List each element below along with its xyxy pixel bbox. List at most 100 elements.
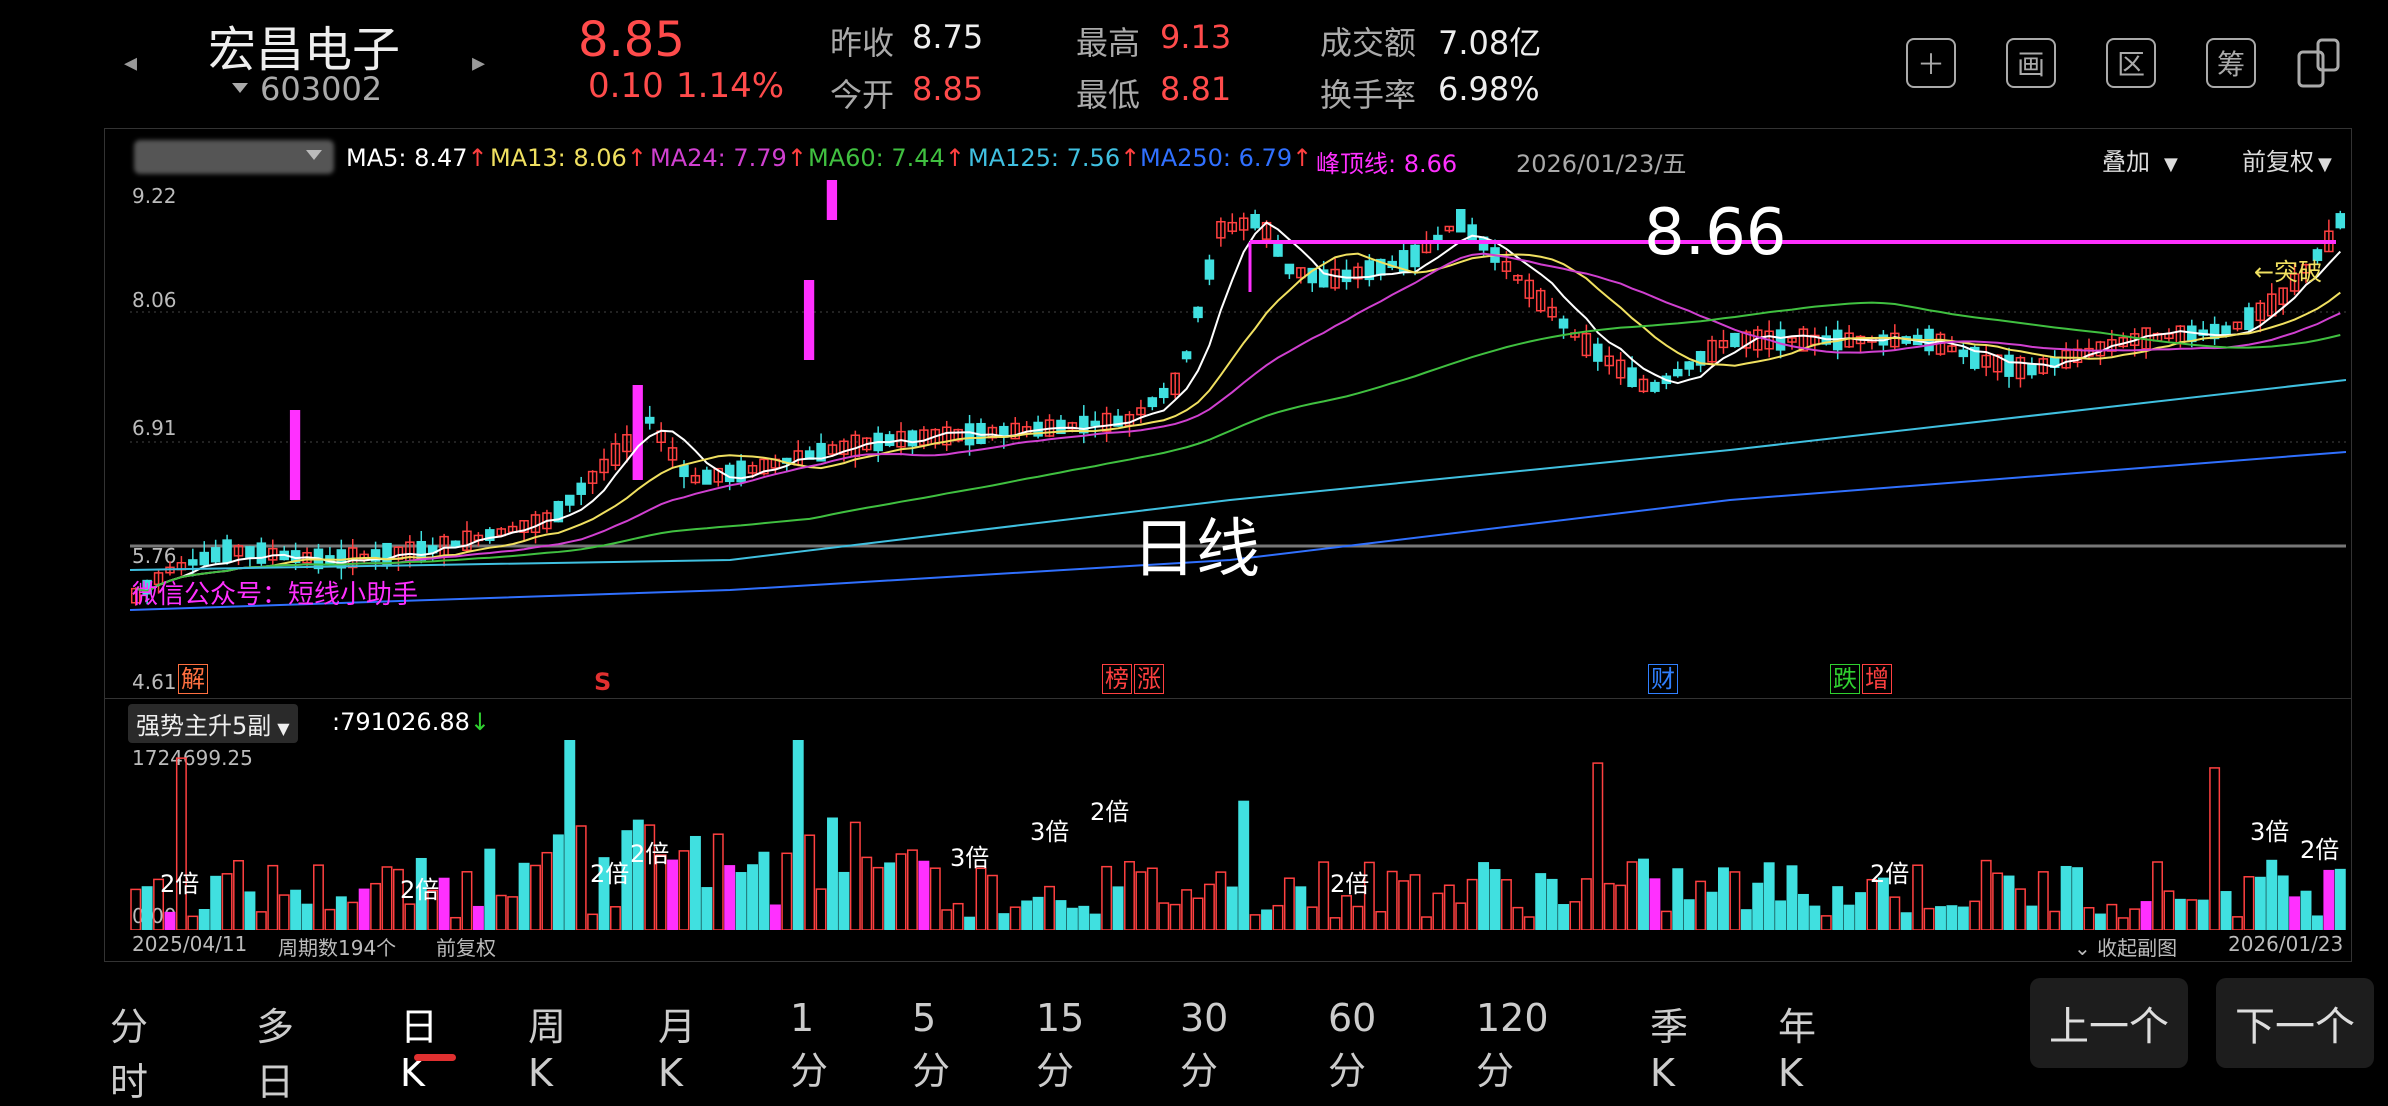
prev-stock-arrow-icon[interactable]: ◂ [124,48,138,78]
chips-button[interactable]: 筹 [2206,38,2256,88]
candle [1079,415,1089,434]
turnover-value: 6.98% [1438,70,1540,108]
volume-bar [861,856,873,930]
volume-bar [895,853,907,930]
tab-5min[interactable]: 5分 [912,996,951,1093]
marker-increase[interactable]: 增 [1862,664,1892,694]
volume-bar [1569,901,1581,930]
volume-bar [1558,904,1570,930]
overlay-menu[interactable]: 叠加 ▼ [2102,148,2178,176]
draw-button[interactable]: 画 [2006,38,2056,88]
volume-bar [872,866,884,930]
marker-drop[interactable]: 跌 [1830,664,1860,694]
candlestick-chart[interactable] [130,180,2346,700]
marker-s[interactable]: S [594,668,612,696]
switch-screen-icon[interactable] [2296,36,2342,90]
tab-daily[interactable]: 日K [400,1005,439,1095]
y-label-2: 6.91 [132,416,177,440]
tab-yearly[interactable]: 年K [1778,1005,1817,1095]
candle [1604,355,1614,367]
code-dropdown-icon[interactable] [232,83,248,93]
volume-bar [1638,858,1649,930]
multiplier-label: 2倍 [1090,798,1129,826]
candle [644,416,655,424]
volume-bar [1695,880,1707,930]
volume-bar [1101,865,1113,930]
next-stock-arrow-icon[interactable]: ▸ [472,48,486,78]
candle [1238,217,1249,231]
start-date: 2025/04/11 [132,932,248,956]
marker-finance[interactable]: 财 [1648,664,1678,694]
tab-1min[interactable]: 1分 [790,996,829,1093]
period-label: 日线 [1132,513,1260,587]
marker-unlock[interactable]: 解 [178,664,208,694]
candle [1547,306,1557,318]
candle [1467,224,1477,241]
volume-bar [1535,873,1547,930]
add-watchlist-button[interactable]: ＋ [1906,38,1956,88]
volume-bar [587,913,599,930]
tab-30min[interactable]: 30分 [1180,996,1229,1093]
volume-bar [1146,867,1158,930]
volume-bar [2323,869,2335,930]
strong-candle [289,410,301,500]
candle [256,542,267,564]
tab-quarterly[interactable]: 季K [1650,1005,1689,1095]
collapse-sub-button[interactable]: ⌄ 收起副图 [2074,936,2178,960]
volume-bar [2243,876,2255,930]
volume-bar [278,894,290,930]
volume-bar [564,740,576,930]
tab-120min[interactable]: 120分 [1476,996,1549,1093]
next-stock-button[interactable]: 下一个 [2216,978,2374,1068]
volume-bar [2209,767,2221,930]
volume-bar [1455,902,1467,930]
tab-weekly[interactable]: 周K [528,1005,567,1095]
volume-bar [575,825,587,930]
sub-indicator-selector[interactable]: 强势主升5副 ▼ [128,704,298,743]
volume-bar [2232,916,2243,930]
volume-bar [301,903,313,930]
candle [1524,279,1535,299]
candle [964,423,975,446]
low-label: 最低 [1076,76,1141,114]
volume-bar [472,905,484,930]
tab-timeshare[interactable]: 分时 [110,1005,149,1104]
volume-bar [1478,862,1490,930]
candle [690,474,701,484]
volume-bar [1066,907,1078,930]
volume-bar [758,851,770,930]
breakout-label: ←突破 [2254,258,2323,286]
range-button[interactable]: 区 [2106,38,2156,88]
volume-bar [233,860,244,930]
volume-bar [769,904,781,930]
volume-bar [381,866,393,930]
volume-bar [2129,908,2141,930]
adjust-menu[interactable]: 前复权 ▼ [2242,148,2332,176]
volume-bar [1135,871,1147,930]
volume-bar [2072,867,2084,930]
ma250-label: MA250: 6.79↑ [1140,144,1313,172]
volume-bar [998,913,1010,930]
marker-limit-up[interactable]: 涨 [1134,664,1164,694]
peak-value-label: 8.66 [1644,196,1787,270]
volume-bar [461,871,473,930]
y-label-4: 4.61 [132,670,177,694]
prev-stock-button[interactable]: 上一个 [2030,978,2188,1068]
volume-bar [1957,906,1969,930]
volume-bar [541,851,553,930]
indicator-selector-blurred[interactable] [134,140,334,174]
ma125-line [130,379,2346,571]
volume-bar [2026,905,2038,930]
tab-60min[interactable]: 60分 [1328,996,1377,1093]
indicator-dropdown-icon[interactable] [306,150,322,160]
volume-bar [632,819,644,930]
tab-monthly[interactable]: 月K [658,1005,697,1095]
volume-bar [849,821,861,930]
candle [679,464,689,478]
volume-bar [450,916,462,930]
marker-ranking[interactable]: 榜 [1102,664,1132,694]
tab-15min[interactable]: 15分 [1036,996,1085,1093]
tab-multiday[interactable]: 多日 [256,1005,295,1104]
candle [907,430,918,447]
